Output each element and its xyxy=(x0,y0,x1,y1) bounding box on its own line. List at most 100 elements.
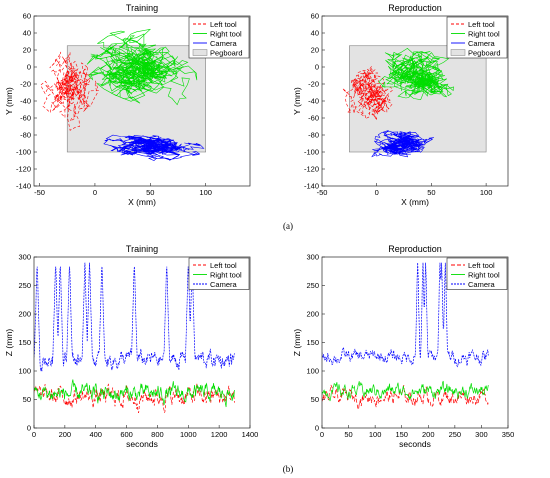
legend-label: Right tool xyxy=(468,29,500,38)
y-tick-label: -140 xyxy=(16,182,31,191)
x-tick-label: 300 xyxy=(475,430,488,439)
chart-title: Training xyxy=(126,3,158,13)
y-tick-label: -20 xyxy=(308,80,319,89)
y-axis-label: Y (mm) xyxy=(4,87,14,115)
y-tick-label: -60 xyxy=(20,114,31,123)
y-tick-label: 150 xyxy=(18,338,31,347)
y-tick-label: -80 xyxy=(20,131,31,140)
y-tick-label: 200 xyxy=(18,310,31,319)
series-line-left-tool xyxy=(322,384,489,411)
series-line-camera xyxy=(34,262,235,372)
y-tick-label: 0 xyxy=(27,63,31,72)
series-line-right-tool xyxy=(378,48,454,101)
legend-label: Pegboard xyxy=(210,48,243,57)
y-tick-label: 250 xyxy=(306,281,319,290)
y-tick-label: 40 xyxy=(311,29,319,38)
x-tick-label: 400 xyxy=(89,430,102,439)
x-axis-label: seconds xyxy=(399,439,431,449)
y-tick-label: 150 xyxy=(306,338,319,347)
y-axis-label: Z (mm) xyxy=(292,329,302,357)
x-axis-label: seconds xyxy=(126,439,158,449)
chart-panel-1: -50 0 50 100 -140 -120 -100 -80 -60 -40 -20 0 20 40 60… xyxy=(292,3,509,207)
y-tick-label: 100 xyxy=(18,367,31,376)
series-line-right-tool xyxy=(86,28,198,106)
x-tick-label: 250 xyxy=(449,430,462,439)
x-tick-label: 50 xyxy=(344,430,352,439)
x-tick-label: 50 xyxy=(146,188,154,197)
x-tick-label: 800 xyxy=(151,430,164,439)
y-tick-label: -120 xyxy=(304,165,319,174)
y-tick-label: 40 xyxy=(23,29,31,38)
x-tick-label: 600 xyxy=(120,430,133,439)
y-tick-label: 60 xyxy=(23,12,31,21)
series-line-camera xyxy=(103,134,205,162)
legend-label: Left tool xyxy=(468,20,495,29)
legend-swatch xyxy=(192,49,208,56)
x-tick-label: 350 xyxy=(502,430,515,439)
x-tick-label: 100 xyxy=(369,430,382,439)
legend-label: Pegboard xyxy=(468,48,501,57)
x-tick-label: 150 xyxy=(395,430,408,439)
series-line-right-tool xyxy=(322,380,489,402)
x-tick-label: 100 xyxy=(199,188,212,197)
x-tick-label: 100 xyxy=(480,188,493,197)
plot-area xyxy=(34,262,235,414)
legend-label: Camera xyxy=(468,280,496,289)
series-line-right-tool xyxy=(34,379,235,408)
y-tick-label: -100 xyxy=(16,148,31,157)
legend-swatch xyxy=(450,49,466,56)
x-tick-label: 50 xyxy=(427,188,435,197)
plot-area xyxy=(322,262,489,411)
chart-panel-0: -50 0 50 100 -140 -120 -100 -80 -60 -40 -20 0 20 40 60… xyxy=(4,3,251,207)
caption-a: (a) xyxy=(283,221,293,231)
series-line-left-tool xyxy=(34,383,235,414)
x-tick-label: 0 xyxy=(93,188,97,197)
x-tick-label: 0 xyxy=(32,430,36,439)
legend-label: Left tool xyxy=(468,261,495,270)
y-tick-label: 300 xyxy=(18,253,31,262)
legend-label: Right tool xyxy=(210,29,242,38)
x-tick-label: 1000 xyxy=(180,430,197,439)
caption-b: (b) xyxy=(283,464,294,474)
plot-area xyxy=(342,48,454,158)
x-tick-label: 1400 xyxy=(242,430,259,439)
series-line-left-tool xyxy=(342,66,394,121)
chart-title: Reproduction xyxy=(388,3,442,13)
y-tick-label: 100 xyxy=(306,367,319,376)
y-tick-label: 20 xyxy=(311,46,319,55)
x-tick-label: 200 xyxy=(59,430,72,439)
x-tick-label: 0 xyxy=(375,188,379,197)
y-tick-label: 0 xyxy=(27,424,31,433)
series-line-camera xyxy=(371,130,435,158)
legend-label: Left tool xyxy=(210,20,237,29)
y-tick-label: 200 xyxy=(306,310,319,319)
y-tick-label: -100 xyxy=(304,148,319,157)
y-tick-label: 0 xyxy=(315,63,319,72)
legend-label: Left tool xyxy=(210,261,237,270)
x-tick-label: 1200 xyxy=(211,430,228,439)
y-axis-label: Y (mm) xyxy=(292,87,302,115)
legend-label: Right tool xyxy=(210,270,242,279)
x-tick-label: 200 xyxy=(422,430,435,439)
y-tick-label: -40 xyxy=(20,97,31,106)
y-tick-label: 300 xyxy=(306,253,319,262)
y-tick-label: 50 xyxy=(311,395,319,404)
y-tick-label: 50 xyxy=(23,395,31,404)
x-tick-label: -50 xyxy=(317,188,328,197)
chart-panel-3: 0 50 100 150 200 250 300 350 0 50 100 150 200 250 300 R… xyxy=(292,244,514,449)
chart-panel-2: 0 200 400 600 800 1000 1200 1400 0 50 100 150 200 250… xyxy=(4,244,258,449)
legend-label: Right tool xyxy=(468,270,500,279)
y-tick-label: -140 xyxy=(304,182,319,191)
y-tick-label: 60 xyxy=(311,12,319,21)
y-axis-label: Z (mm) xyxy=(4,329,14,357)
legend-label: Camera xyxy=(210,39,238,48)
plot-area xyxy=(40,28,205,162)
series-line-left-tool xyxy=(40,51,99,131)
legend-label: Camera xyxy=(468,39,496,48)
y-tick-label: -120 xyxy=(16,165,31,174)
chart-title: Training xyxy=(126,244,158,254)
